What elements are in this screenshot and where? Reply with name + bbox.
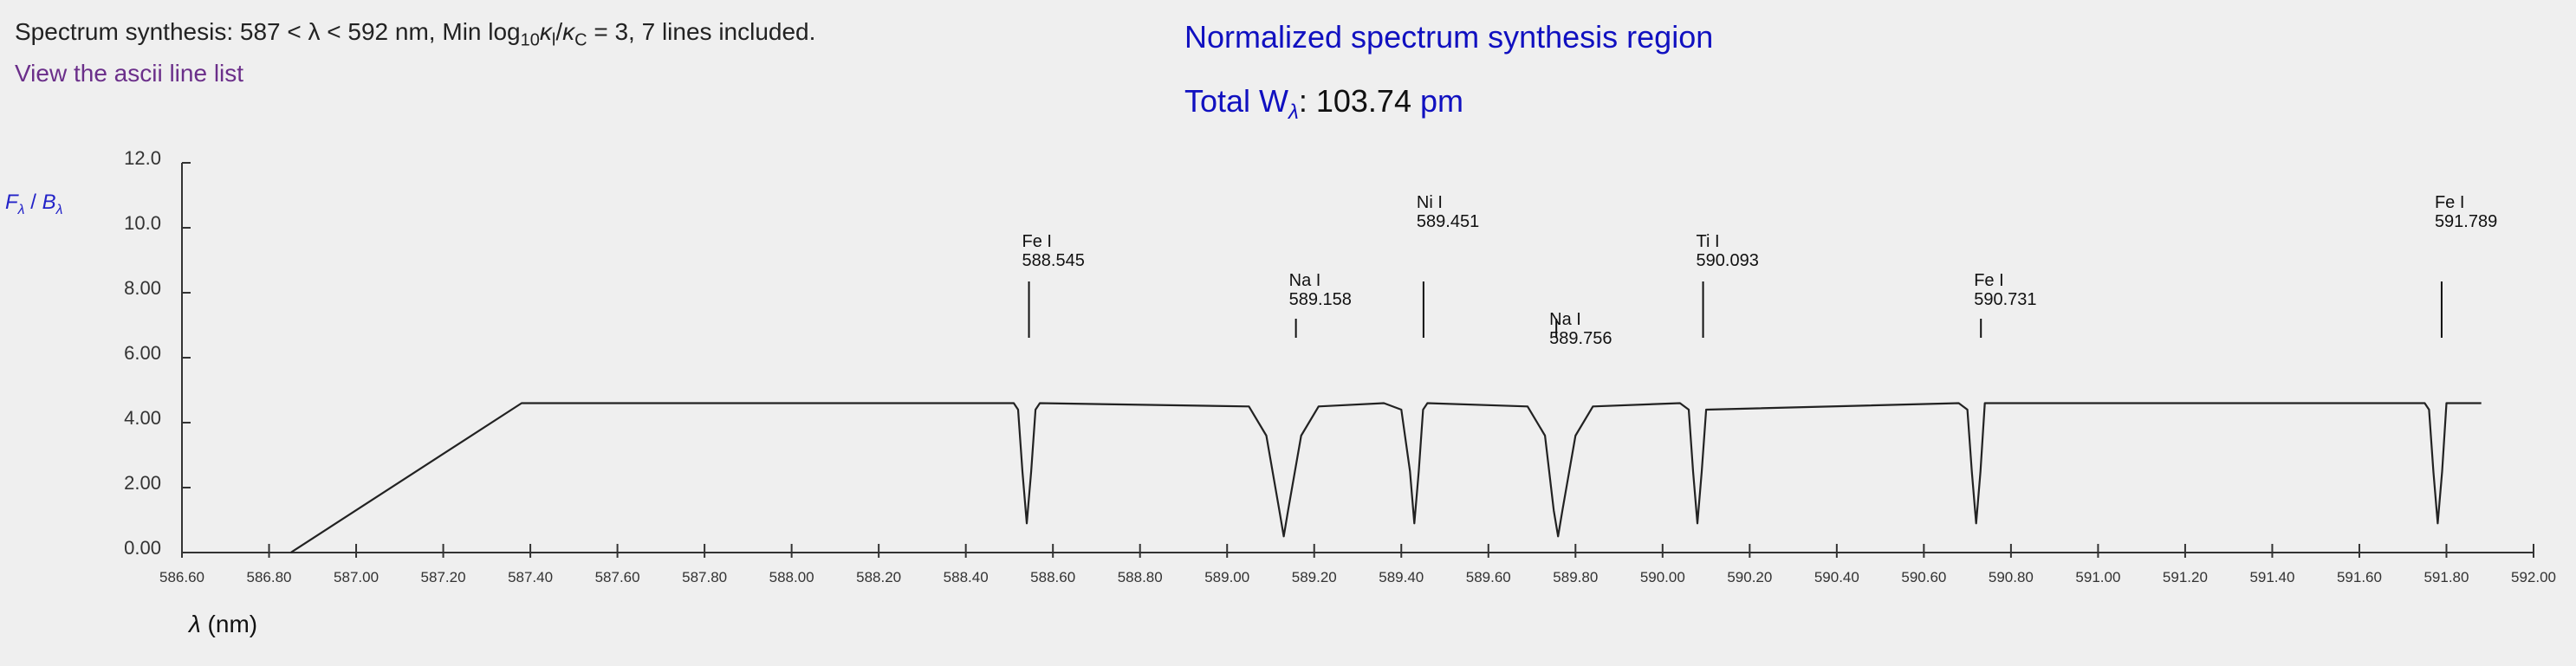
synthesis-description: Spectrum synthesis: 587 < λ < 592 nm, Mi…	[15, 16, 815, 57]
y-axis-label: Fλ / Bλ	[5, 191, 62, 218]
line-species-label: Na I	[1289, 271, 1321, 290]
total-w-lambda: λ	[1288, 100, 1299, 125]
x-tick-label: 590.40	[1814, 569, 1859, 585]
x-tick-label: 587.40	[508, 569, 553, 585]
line-wavelength-label: 589.158	[1289, 290, 1352, 309]
y-tick-label: 8.00	[124, 277, 161, 299]
y-tick-label: 10.0	[124, 212, 161, 234]
y-label-sep: /	[24, 191, 42, 214]
x-tick-label: 589.80	[1553, 569, 1598, 585]
x-tick-label: 589.20	[1292, 569, 1337, 585]
y-tick-label: 0.00	[124, 537, 161, 559]
line-species-label: Fe I	[1974, 271, 2003, 290]
x-tick-label: 591.00	[2075, 569, 2120, 585]
line-species-label: Ni I	[1417, 193, 1443, 212]
line-wavelength-label: 590.731	[1974, 290, 2036, 309]
y-label-f: F	[5, 191, 18, 214]
x-tick-label: 588.20	[856, 569, 901, 585]
kappa-l-subscript: l	[551, 30, 556, 50]
x-tick-label: 590.20	[1727, 569, 1772, 585]
y-tick-label: 6.00	[124, 342, 161, 364]
kappa-c-subscript: C	[574, 30, 587, 50]
spectrum-line	[290, 402, 2482, 553]
region-title: Normalized spectrum synthesis region	[1184, 19, 1714, 55]
x-tick-label: 587.80	[682, 569, 727, 585]
x-tick-label: 590.00	[1640, 569, 1685, 585]
x-tick-label: 589.00	[1204, 569, 1249, 585]
x-tick-label: 591.40	[2249, 569, 2294, 585]
x-tick-label: 586.60	[159, 569, 204, 585]
y-tick-label: 12.0	[124, 147, 161, 169]
region-summary: Normalized spectrum synthesis region Tot…	[1184, 13, 1713, 137]
ascii-line-list-link[interactable]: View the ascii line list	[15, 59, 244, 87]
line-wavelength-label: 588.545	[1022, 251, 1085, 270]
y-label-b-sub: λ	[55, 202, 63, 217]
total-w-label: Total W	[1184, 83, 1289, 119]
line-species-label: Ti I	[1697, 232, 1720, 251]
kappa-c-symbol: κ	[562, 18, 575, 45]
x-tick-label: 591.20	[2163, 569, 2208, 585]
line-species-label: Na I	[1549, 310, 1581, 329]
synthesis-suffix: = 3, 7 lines included.	[587, 18, 816, 45]
x-tick-label: 589.40	[1379, 569, 1424, 585]
x-tick-label: 588.40	[944, 569, 989, 585]
x-tick-label: 588.00	[769, 569, 814, 585]
x-axis-label: λ (nm)	[189, 611, 257, 638]
x-label-unit: (nm)	[200, 611, 258, 637]
synthesis-info: Spectrum synthesis: 587 < λ < 592 nm, Mi…	[15, 16, 815, 90]
line-species-label: Fe I	[2435, 193, 2464, 212]
line-wavelength-label: 591.789	[2435, 212, 2497, 231]
spectrum-series	[290, 402, 2482, 553]
total-w-value: 103.74	[1315, 83, 1411, 119]
x-tick-label: 587.00	[334, 569, 379, 585]
x-tick-label: 590.80	[1989, 569, 2034, 585]
x-tick-label: 586.80	[247, 569, 292, 585]
ratio-slash: /	[555, 18, 563, 45]
x-tick-label: 591.60	[2337, 569, 2382, 585]
x-tick-label: 589.60	[1466, 569, 1511, 585]
total-equivalent-width: Total Wλ: 103.74 pm	[1184, 77, 1713, 137]
line-species-label: Fe I	[1022, 232, 1052, 251]
chart-axes: 0.00 2.00 4.00 6.00 8.00 10.0 12.0 586.60 586.80…	[124, 147, 2556, 585]
y-label-f-sub: λ	[17, 202, 25, 217]
line-wavelength-label: 589.756	[1549, 329, 1612, 348]
x-tick-label: 588.80	[1118, 569, 1163, 585]
x-tick-label: 587.20	[421, 569, 466, 585]
y-tick-label: 2.00	[124, 472, 161, 494]
x-tick-label: 588.60	[1030, 569, 1075, 585]
y-tick-label: 4.00	[124, 407, 161, 429]
synthesis-prefix: Spectrum synthesis: 587 < λ < 592 nm, Mi…	[15, 18, 521, 45]
x-label-lambda: λ	[189, 611, 201, 637]
total-w-colon: :	[1298, 83, 1316, 119]
line-wavelength-label: 589.451	[1417, 212, 1479, 231]
kappa-l-symbol: κ	[539, 18, 552, 45]
total-w-unit: pm	[1419, 83, 1463, 119]
log-base: 10	[520, 30, 540, 50]
x-tick-label: 591.80	[2424, 569, 2469, 585]
x-tick-label: 592.00	[2511, 569, 2556, 585]
y-label-b: B	[42, 191, 56, 214]
x-tick-label: 587.60	[595, 569, 640, 585]
x-tick-label: 590.60	[1901, 569, 1946, 585]
line-wavelength-label: 590.093	[1697, 251, 1759, 270]
